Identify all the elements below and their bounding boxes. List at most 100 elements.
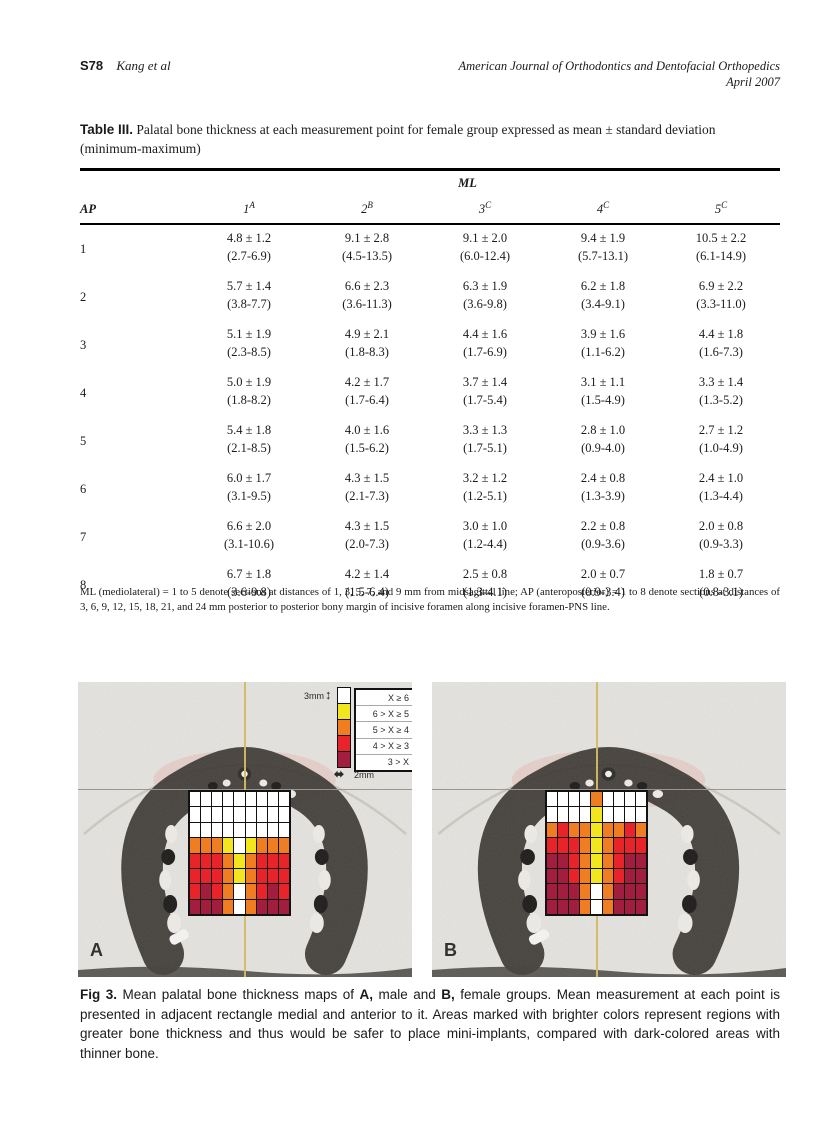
heatmap-cell [190, 884, 201, 899]
ap-row-number: 1 [80, 241, 87, 256]
heatmap-cell [256, 884, 267, 899]
mean-sd-value: 2.5 ± 0.8 [462, 567, 508, 581]
mean-sd-value: 3.3 ± 1.4 [698, 375, 744, 389]
thickness-table: ML AP 1A 2B 3C 4C 5C 1 4.8 ± 1.2 (2.7-6.9) 9.1 … [80, 168, 780, 609]
mean-sd-value: 6.9 ± 2.2 [698, 279, 744, 293]
column-header-superscript: B [367, 199, 373, 210]
value-cell: 1.8 ± 0.7 (0.8-3.1) [662, 565, 780, 605]
heatmap-cell [602, 884, 613, 899]
heatmap-cell [569, 838, 580, 853]
value-cell: 4.4 ± 1.6 (1.7-6.9) [426, 325, 544, 365]
heatmap-cell [569, 822, 580, 838]
min-max-range: (0.8-3.1) [699, 585, 743, 599]
min-max-range: (3.4-9.1) [581, 297, 625, 311]
mean-sd-value: 6.7 ± 1.8 [226, 567, 272, 581]
value-cell: 4.2 ± 1.7 (1.7-6.4) [308, 373, 426, 413]
value-cell: 4.4 ± 1.8 (1.6-7.3) [662, 325, 780, 365]
value-cell: 4.3 ± 1.5 (2.1-7.3) [308, 469, 426, 509]
min-max-range: (4.5-13.5) [342, 249, 392, 263]
heatmap-cell [602, 822, 613, 838]
min-max-range: (1.2-5.1) [463, 489, 507, 503]
heatmap-cell [278, 838, 289, 853]
heatmap-cell [547, 838, 558, 853]
mean-sd-value: 4.0 ± 1.6 [344, 423, 390, 437]
value-cell: 9.1 ± 2.0 (6.0-12.4) [426, 229, 544, 269]
heatmap-cell [212, 868, 223, 884]
panel-label-a: A [90, 940, 103, 960]
heatmap-cell [278, 807, 289, 822]
heatmap-cell [569, 868, 580, 884]
mean-sd-value: 4.3 ± 1.5 [344, 471, 390, 485]
heatmap-cell [223, 807, 234, 822]
min-max-range: (3.6-11.3) [342, 297, 392, 311]
heatmap-cell [580, 807, 591, 822]
mean-sd-value: 10.5 ± 2.2 [695, 231, 747, 245]
heatmap-cell [190, 792, 201, 807]
heatmap-cell [547, 899, 558, 914]
heatmap-cell [256, 838, 267, 853]
table-row: 5 5.4 ± 1.8 (2.1-8.5) 4.0 ± 1.6 (1.5-6.2) 3.3… [80, 417, 780, 465]
table-row: 6 6.0 ± 1.7 (3.1-9.5) 4.3 ± 1.5 (2.1-7.3) 3.2… [80, 465, 780, 513]
min-max-range: (0.9-3.3) [699, 537, 743, 551]
min-max-range: (3.6-9.8) [463, 297, 507, 311]
heatmap-cell [201, 822, 212, 838]
heatmap-cell [602, 853, 613, 868]
heatmap-cell [602, 899, 613, 914]
heatmap-cell [624, 853, 635, 868]
heatmap-cell [267, 792, 278, 807]
ap-row-number: 5 [80, 433, 87, 448]
mean-sd-value: 9.1 ± 2.8 [344, 231, 390, 245]
heatmap-cell [624, 884, 635, 899]
table-caption-text: Palatal bone thickness at each measureme… [80, 122, 716, 156]
min-max-range: (1.3-4.1) [463, 585, 507, 599]
heatmap-cell [558, 822, 569, 838]
heatmap-cell [558, 868, 569, 884]
mean-sd-value: 4.2 ± 1.4 [344, 567, 390, 581]
heatmap-cell [635, 868, 646, 884]
value-cell: 6.2 ± 1.8 (3.4-9.1) [544, 277, 662, 317]
heatmap-cell [602, 807, 613, 822]
value-cell: 2.8 ± 1.0 (0.9-4.0) [544, 421, 662, 461]
mean-sd-value: 3.9 ± 1.6 [580, 327, 626, 341]
heatmap-cell [234, 807, 245, 822]
heatmap-cell [591, 853, 602, 868]
heatmap-cell [267, 807, 278, 822]
mean-sd-value: 9.1 ± 2.0 [462, 231, 508, 245]
value-cell: 4.0 ± 1.6 (1.5-6.2) [308, 421, 426, 461]
table-row: 1 4.8 ± 1.2 (2.7-6.9) 9.1 ± 2.8 (4.5-13.5) 9.… [80, 225, 780, 273]
value-cell: 6.7 ± 1.8 (3.6-9.8) [190, 565, 308, 605]
value-cell: 3.0 ± 1.0 (1.2-4.4) [426, 517, 544, 557]
min-max-range: (1.6-7.3) [699, 345, 743, 359]
table-header-row: AP 1A 2B 3C 4C 5C [80, 195, 780, 225]
heatmap-cell [635, 899, 646, 914]
min-max-range: (3.6-9.8) [227, 585, 271, 599]
value-cell: 2.5 ± 0.8 (1.3-4.1) [426, 565, 544, 605]
heatmap-cell [190, 838, 201, 853]
leftright-arrow-icon: ⬌ [334, 767, 345, 781]
legend-swatch [337, 703, 351, 720]
heatmap-cell [613, 899, 624, 914]
heatmap-cell [624, 822, 635, 838]
heatmap-cell [558, 884, 569, 899]
running-head-right: American Journal of Orthodontics and Den… [459, 58, 781, 90]
heatmap-cell [602, 838, 613, 853]
legend-entry: 5 > X ≥ 4 [356, 721, 412, 737]
mean-sd-value: 3.0 ± 1.0 [462, 519, 508, 533]
heatmap-cell [278, 853, 289, 868]
heatmap-cell [624, 792, 635, 807]
value-cell: 3.3 ± 1.3 (1.7-5.1) [426, 421, 544, 461]
mean-sd-value: 3.3 ± 1.3 [462, 423, 508, 437]
journal-title: American Journal of Orthodontics and Den… [458, 59, 781, 73]
value-cell: 5.4 ± 1.8 (2.1-8.5) [190, 421, 308, 461]
legend-entry: 4 > X ≥ 3 [356, 737, 412, 754]
caption-bold-segment: A, [359, 987, 373, 1002]
min-max-range: (1.3-3.9) [581, 489, 625, 503]
mean-sd-value: 4.9 ± 2.1 [344, 327, 390, 341]
min-max-range: (1.1-6.2) [581, 345, 625, 359]
min-max-range: (1.8-8.3) [345, 345, 389, 359]
page-number: S78 [80, 58, 104, 73]
min-max-range: (2.1-8.5) [227, 441, 271, 455]
table-footnote: ML (mediolateral) = 1 to 5 denote sectio… [80, 586, 780, 613]
cell-height-label: 3mm [304, 691, 324, 701]
min-max-range: (1.3-5.2) [699, 393, 743, 407]
